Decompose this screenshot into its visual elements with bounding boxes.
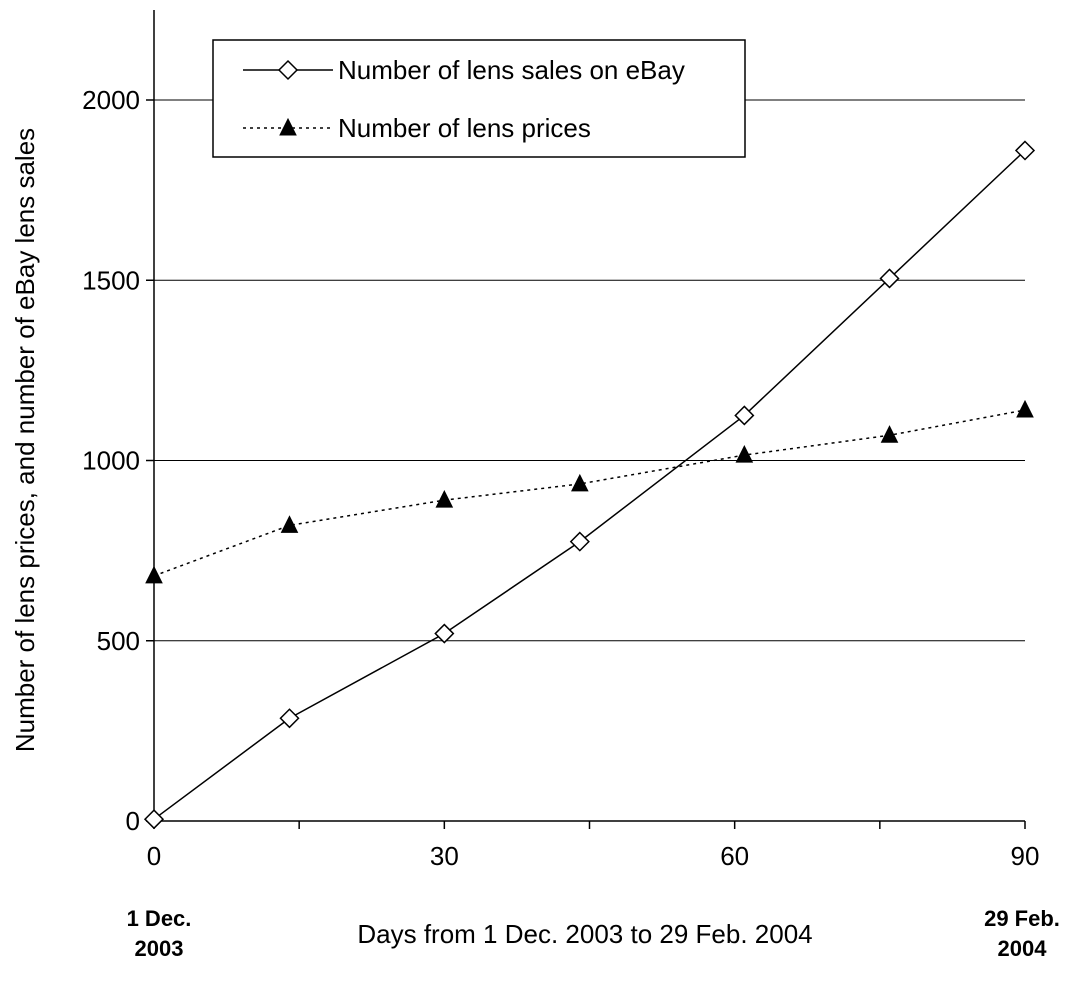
series-1-point-1 — [280, 515, 299, 533]
legend-label-sales: Number of lens sales on eBay — [338, 55, 685, 85]
series-1-point-0 — [145, 565, 163, 584]
legend-triangle-marker — [279, 117, 297, 136]
ticks: 0 500 1000 1500 2000 0 30 60 90 — [82, 85, 1039, 871]
series-0-point-2 — [434, 623, 455, 644]
series-0-point-5 — [879, 268, 900, 289]
series-1-point-6 — [1016, 399, 1034, 418]
y-tick-label-1000: 1000 — [82, 446, 140, 476]
legend-label-prices: Number of lens prices — [338, 113, 591, 143]
gridlines — [154, 99, 1025, 642]
end-date-line1: 29 Feb. — [984, 906, 1060, 931]
legend-diamond-marker — [277, 59, 299, 81]
series-1-point-3 — [571, 473, 589, 492]
series-0-point-1 — [279, 708, 300, 729]
series-0-point-3 — [569, 531, 590, 552]
series-1-point-2 — [435, 490, 454, 508]
x-axis-title: Days from 1 Dec. 2003 to 29 Feb. 2004 — [357, 919, 812, 949]
y-tick-label-2000: 2000 — [82, 85, 140, 115]
y-tick-label-500: 500 — [97, 626, 140, 656]
x-tick-label-0: 0 — [147, 841, 161, 871]
series-1-point-5 — [880, 425, 899, 443]
y-tick-label-1500: 1500 — [82, 265, 140, 295]
start-date-line1: 1 Dec. — [127, 906, 192, 931]
y-axis-title: Number of lens prices, and number of eBa… — [10, 128, 40, 752]
x-tick-label-60: 60 — [720, 841, 749, 871]
legend-box — [212, 39, 746, 158]
x-tick-label-90: 90 — [1011, 841, 1040, 871]
series-1-point-4 — [735, 444, 754, 463]
series-0-point-0 — [143, 809, 165, 830]
series-0-point-4 — [734, 405, 755, 426]
legend: Number of lens sales on eBay Number of l… — [212, 39, 746, 158]
x-tick-label-30: 30 — [430, 841, 459, 871]
end-date-line2: 2004 — [998, 936, 1048, 961]
series-0-point-6 — [1014, 140, 1036, 161]
y-tick-label-0: 0 — [126, 806, 140, 836]
start-date-line2: 2003 — [135, 936, 184, 961]
series-layer — [143, 140, 1036, 830]
